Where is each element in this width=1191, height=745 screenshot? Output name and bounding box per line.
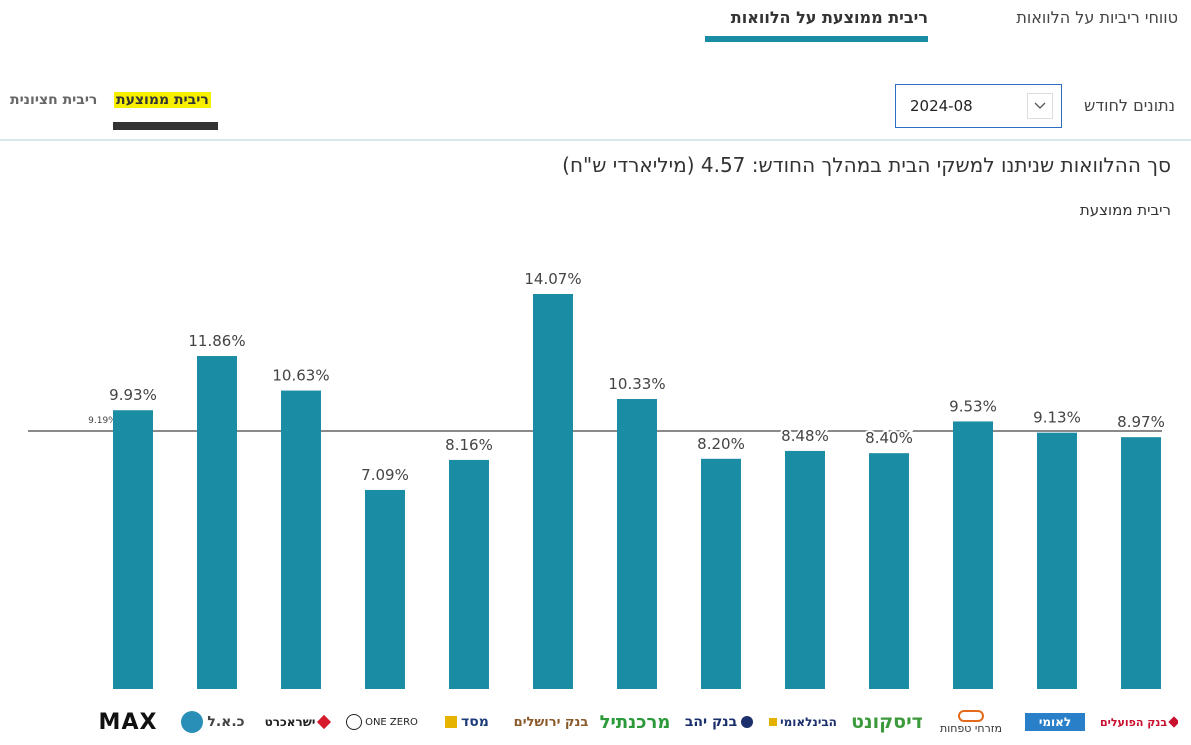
logo-isracard[interactable]: ישראכרט [258,706,336,738]
month-selector-label: נתונים לחודש [1084,96,1175,115]
bar[interactable] [449,459,489,689]
bar[interactable] [113,410,153,689]
bar-value-label: 8.20% [697,435,745,453]
chevron-down-icon[interactable] [1027,93,1053,119]
bar[interactable] [1121,437,1161,689]
logo-first-international[interactable]: הבינלאומי [764,706,842,738]
subtab-median[interactable]: ריבית חציונית [10,92,98,108]
logo-cal[interactable]: כ.א.ל [174,706,252,738]
logo-one-zero[interactable]: ONE ZERO [343,706,421,738]
bar-value-label: 8.16% [445,436,493,454]
bar[interactable] [785,450,825,689]
subtab-average[interactable]: ריבית ממוצעת [114,92,211,108]
month-select-value: 2024-08 [910,97,973,115]
logo-discount[interactable]: דיסקונט [851,711,923,733]
bar-value-label: 10.33% [608,375,665,393]
bar-value-label: 9.13% [1033,409,1081,427]
bar-value-label: 11.86% [188,332,245,350]
bar[interactable] [617,398,657,689]
bar-value-label: 8.48% [781,427,829,445]
bar-value-label: 10.63% [272,367,329,385]
active-subtab-indicator [113,122,218,130]
bar[interactable] [953,421,993,689]
logo-max[interactable]: MAX [98,709,158,735]
month-select[interactable]: 2024-08 [895,84,1062,128]
tab-average-rate[interactable]: ריבית ממוצעת על הלוואות [730,8,928,27]
logo-massad[interactable]: מסד [428,706,506,738]
logo-mercantile[interactable]: מרכנתיל [599,711,671,733]
bar-value-label: 9.93% [109,386,157,404]
bar[interactable] [281,390,321,689]
bar[interactable] [365,489,405,689]
logo-bank-hapoalim[interactable]: בנק הפועלים [1100,706,1178,738]
active-tab-indicator [705,36,928,42]
logo-bank-jerusalem[interactable]: בנק ירושלים [513,714,589,730]
chart-title: ריבית ממוצעת [1079,201,1171,219]
loans-summary-title: סך ההלוואות שניתנו למשקי הבית במהלך החוד… [562,153,1171,177]
bar-value-label: 14.07% [524,270,581,288]
divider [0,139,1191,141]
bar[interactable] [533,294,573,689]
logo-mizrahi-tefahot[interactable]: מזרחי טפחות [932,706,1010,738]
logo-leumi[interactable]: לאומי [1016,706,1094,738]
bar-value-label: 7.09% [361,466,409,484]
bar-value-label: 9.53% [949,397,997,415]
bar[interactable] [197,356,237,689]
logo-bank-yahav[interactable]: בנק יהב [680,706,758,738]
bar[interactable] [701,458,741,689]
tab-rate-ranges[interactable]: טווחי ריביות על הלוואות [1016,8,1178,27]
bar[interactable] [1037,432,1077,689]
bar[interactable] [869,453,909,689]
bar-value-label: 8.97% [1117,413,1165,431]
bar-value-label: 8.40% [865,429,913,447]
